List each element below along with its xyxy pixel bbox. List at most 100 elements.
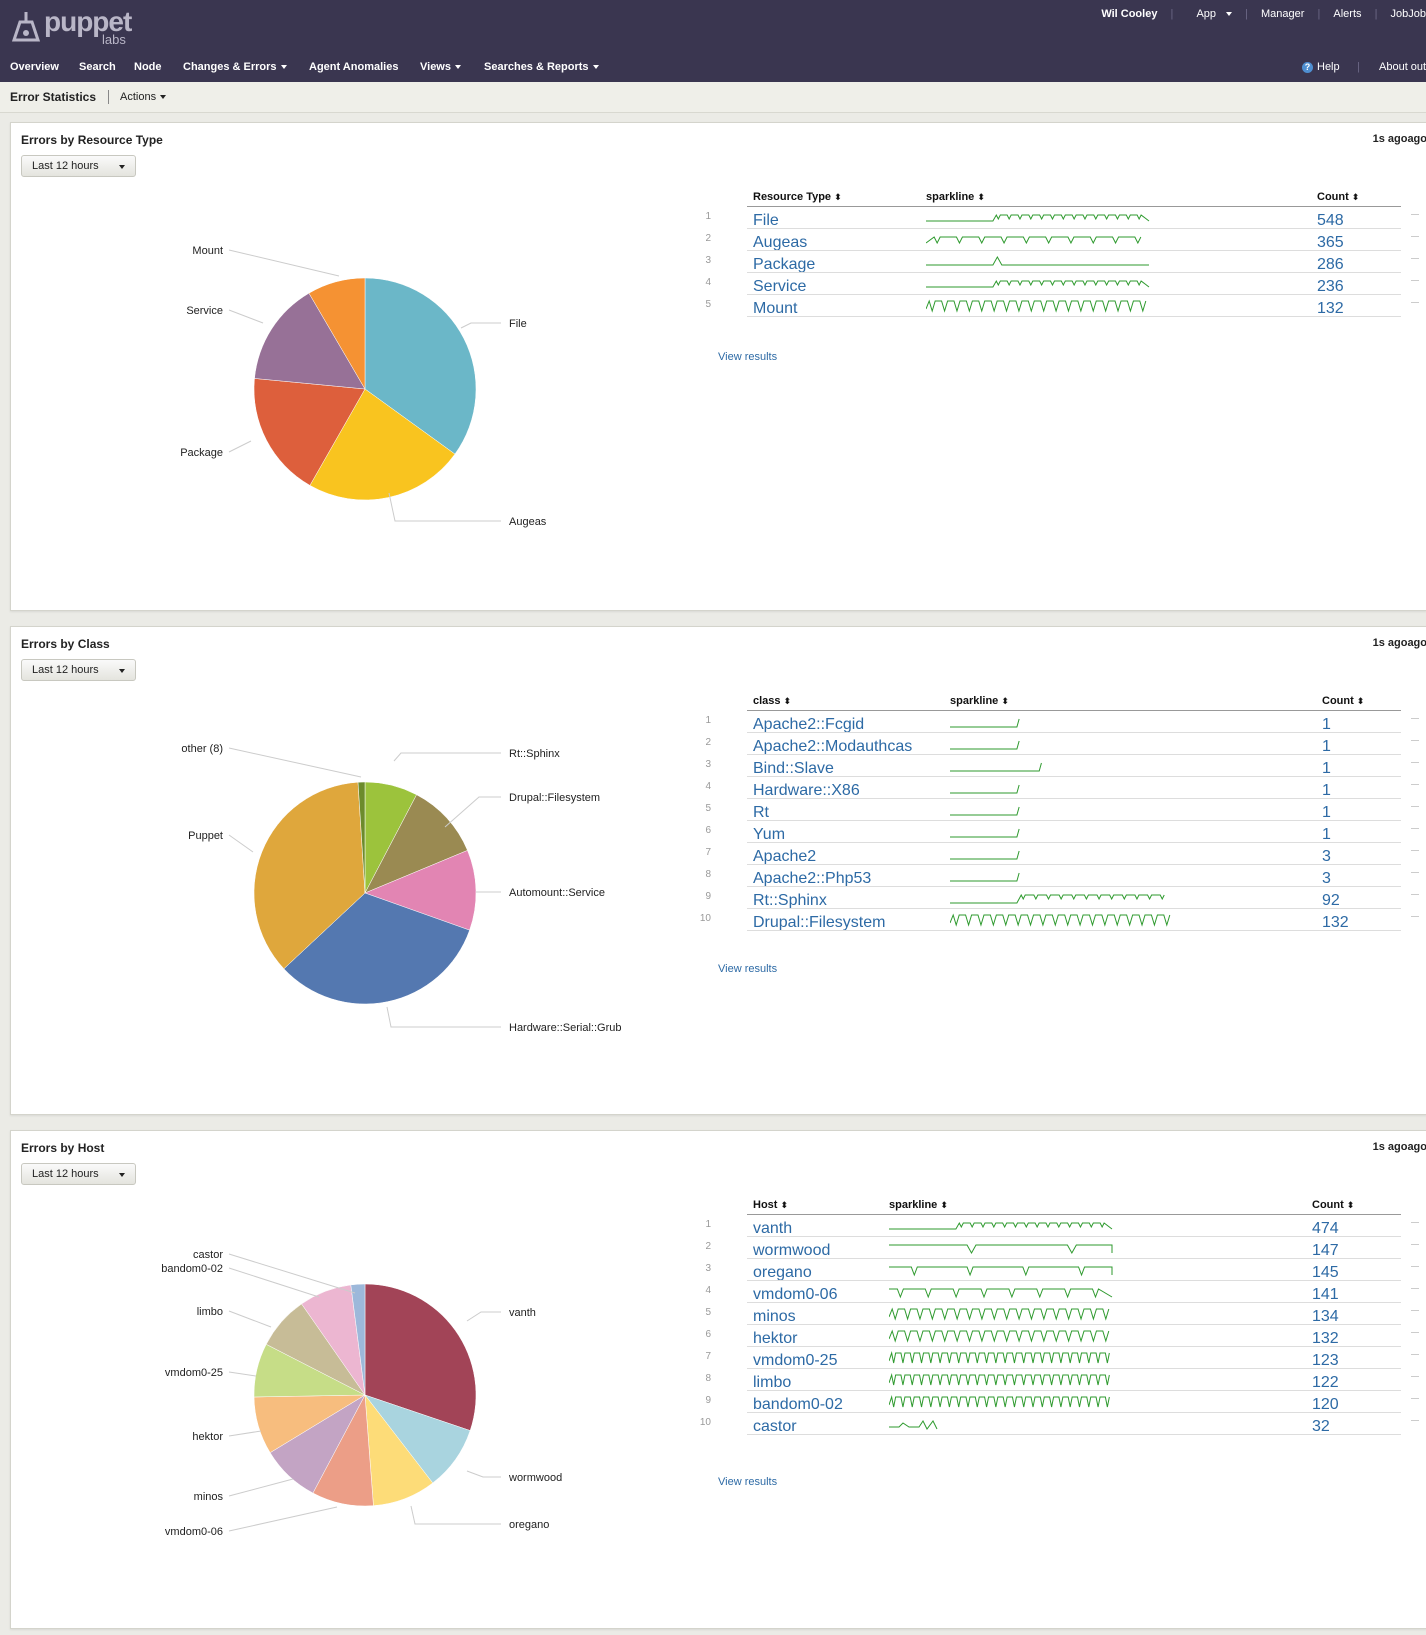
row-count-link[interactable]: 1 [1322,804,1331,821]
row-count-link[interactable]: 134 [1312,1308,1339,1325]
pie-slice-mount[interactable] [308,277,366,390]
row-name-link[interactable]: oregano [753,1264,812,1281]
nav-overview[interactable]: Overview [10,61,59,73]
row-name-link[interactable]: Mount [753,300,798,317]
row-count-link[interactable]: 1 [1322,738,1331,755]
view-results-link[interactable]: View results [718,351,778,363]
column-header-sparkline[interactable]: sparkline ⬍ [950,695,1009,707]
nav-views[interactable]: Views [420,61,461,73]
row-name-link[interactable]: vanth [753,1220,793,1237]
user-menu[interactable]: Wil Cooley [1101,8,1158,20]
top-link-manager[interactable]: Manager [1261,8,1305,20]
view-results-link[interactable]: View results [718,1476,778,1488]
row-name-link[interactable]: bandom0-02 [753,1396,843,1413]
nav-agent-anomalies[interactable]: Agent Anomalies [309,61,399,73]
nav-node[interactable]: Node [134,61,162,73]
nav-changes-errors[interactable]: Changes & Errors [183,61,287,73]
row-name-link[interactable]: vmdom0-25 [753,1352,838,1369]
time-range-select[interactable]: Last 12 hours [21,659,136,681]
pie-slice-castor[interactable] [350,1283,366,1396]
row-count-link[interactable]: 147 [1312,1242,1339,1259]
row-name-link[interactable]: Rt [753,804,769,821]
pie-slice-package[interactable] [253,378,366,486]
app-menu[interactable]: App [1186,8,1233,20]
row-name-link[interactable]: hektor [753,1330,798,1347]
pie-slice-automount-service[interactable] [364,850,477,931]
row-count-link[interactable]: 145 [1312,1264,1339,1281]
row-count-link[interactable]: 1 [1322,716,1331,733]
column-header-count[interactable]: Count ⬍ [1312,1199,1354,1211]
row-count-link[interactable]: 122 [1312,1374,1339,1391]
row-name-link[interactable]: Apache2::Fcgid [753,716,865,733]
row-count-link[interactable]: 1 [1322,782,1331,799]
row-edge-mark [1411,1398,1419,1399]
row-count-link[interactable]: 548 [1317,212,1344,229]
row-name-link[interactable]: Apache2::Modauthcas [753,738,913,755]
row-name-link[interactable]: limbo [753,1374,792,1391]
row-name-link[interactable]: vmdom0-06 [753,1286,838,1303]
actions-menu[interactable]: Actions [120,91,167,103]
row-divider [747,272,1401,273]
pie-label: Automount::Service [509,887,605,899]
row-count-link[interactable]: 92 [1322,892,1340,909]
row-count-link[interactable]: 123 [1312,1352,1339,1369]
row-count-link[interactable]: 3 [1322,870,1331,887]
help-link[interactable]: ? Help [1302,61,1340,73]
row-name-link[interactable]: Apache2 [753,848,817,865]
pie-slice-drupal-filesystem[interactable] [364,794,468,894]
column-header-name[interactable]: Host ⬍ [753,1199,788,1211]
column-header-sparkline[interactable]: sparkline ⬍ [889,1199,948,1211]
view-results-link[interactable]: View results [718,963,778,975]
column-header-sparkline[interactable]: sparkline ⬍ [926,191,985,203]
pie-slice-hardware-serial-grub[interactable] [283,892,470,1005]
nav-search[interactable]: Search [79,61,116,73]
row-count-link[interactable]: 141 [1312,1286,1339,1303]
row-name-link[interactable]: minos [753,1308,796,1325]
pie-slice-other-8-[interactable] [357,781,366,894]
row-name-link[interactable]: Service [753,278,807,295]
pie-slice-service[interactable] [254,292,366,390]
row-count-link[interactable]: 132 [1322,914,1349,931]
row-count-link[interactable]: 32 [1312,1418,1330,1435]
top-link-alerts[interactable]: Alerts [1333,8,1362,20]
pie-label: File [509,318,527,330]
row-name-link[interactable]: Drupal::Filesystem [753,914,886,931]
row-count-link[interactable]: 236 [1317,278,1344,295]
about-link[interactable]: About out [1379,61,1426,73]
row-count-link[interactable]: 132 [1312,1330,1339,1347]
pie-slice-augeas[interactable] [309,388,456,501]
row-count-link[interactable]: 3 [1322,848,1331,865]
row-count-link[interactable]: 120 [1312,1396,1339,1413]
time-range-select[interactable]: Last 12 hours [21,155,136,177]
pie-slice-vanth[interactable] [364,1283,477,1431]
pie-slice-file[interactable] [364,277,477,455]
row-name-link[interactable]: Hardware::X86 [753,782,860,799]
top-link-jobjob[interactable]: JobJob [1390,8,1426,20]
row-name-link[interactable]: wormwood [753,1242,831,1259]
row-count-link[interactable]: 1 [1322,760,1331,777]
row-name-link[interactable]: Bind::Slave [753,760,834,777]
column-header-count[interactable]: Count ⬍ [1322,695,1364,707]
row-count-link[interactable]: 474 [1312,1220,1339,1237]
row-name-link[interactable]: Apache2::Php53 [753,870,872,887]
time-range-select[interactable]: Last 12 hours [21,1163,136,1185]
row-count-link[interactable]: 286 [1317,256,1344,273]
sparkline-path [950,718,1020,728]
column-header-count[interactable]: Count ⬍ [1317,191,1359,203]
row-count-link[interactable]: 1 [1322,826,1331,843]
row-name-link[interactable]: Augeas [753,234,808,251]
row-name-link[interactable]: castor [753,1418,797,1435]
row-name-link[interactable]: File [753,212,779,229]
row-name-link[interactable]: Package [753,256,816,273]
row-count-link[interactable]: 365 [1317,234,1344,251]
pie-leader-line [228,1478,294,1497]
row-name-link[interactable]: Rt::Sphinx [753,892,827,909]
row-count-link[interactable]: 132 [1317,300,1344,317]
puppet-logo[interactable]: puppet labs [10,6,140,48]
nav-searches-reports[interactable]: Searches & Reports [484,61,599,73]
row-name-link[interactable]: Yum [753,826,786,843]
pie-slice-puppet[interactable] [253,781,366,970]
column-header-name[interactable]: Resource Type ⬍ [753,191,842,203]
column-header-name[interactable]: class ⬍ [753,695,791,707]
app-menu-label: App [1196,8,1217,20]
